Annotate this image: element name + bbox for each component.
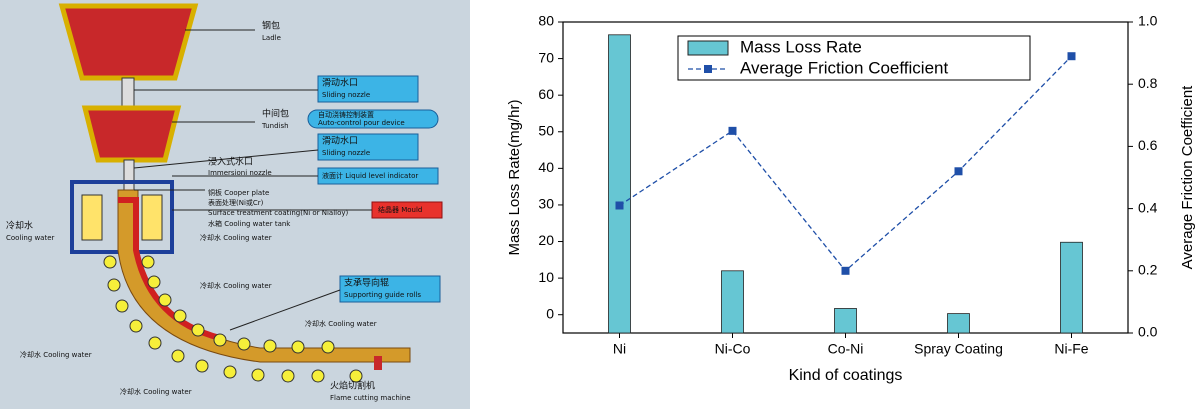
point (1067, 52, 1076, 61)
legend-swatch (687, 40, 729, 56)
y-tick-label: 60 (538, 86, 554, 102)
y2-tick-label: 0.8 (1138, 75, 1158, 91)
label-box (317, 75, 419, 103)
diagram-label: 冷却水 (6, 220, 33, 232)
diagram-label: 铜板 Cooper plate (208, 188, 269, 197)
y2-tick-label: 0.2 (1138, 262, 1158, 278)
bar (947, 313, 970, 334)
point (841, 266, 850, 275)
diagram-label: Immersioni nozzle (208, 169, 272, 177)
x-tick-label: Ni-Fe (1054, 341, 1088, 357)
y-tick-label: 40 (538, 159, 554, 175)
diagram-label: Sliding nozzle (322, 149, 370, 157)
diagram-label: 滑动水口 (322, 135, 358, 147)
water-tank (141, 194, 163, 241)
y2-tick-label: 0.6 (1138, 137, 1158, 153)
bar (721, 270, 744, 334)
diagram-label: 中间包 (262, 108, 289, 120)
diagram-label: Auto-control pour device (318, 119, 405, 127)
label-box (339, 275, 441, 303)
leader-lines (133, 29, 372, 331)
diagram: 钢包 Ladle 滑动水口 Sliding nozzle 中间包 Tundish… (0, 0, 470, 409)
diagram-label: 液面计 Liquid level indicator (322, 171, 418, 180)
tundish (81, 105, 182, 163)
legend-frame (677, 35, 1031, 81)
diagram-label: Supporting guide rolls (344, 291, 421, 299)
water-tank (81, 194, 103, 241)
diagram-label: 钢包 (262, 20, 280, 32)
x-axis-title: Kind of coatings (789, 367, 903, 384)
rolls (103, 255, 363, 383)
x-tick-label: Spray Coating (914, 341, 1003, 357)
label-box (307, 109, 439, 129)
y2-tick-label: 0.0 (1138, 324, 1158, 340)
point (615, 201, 624, 210)
y-tick-label: 0 (546, 305, 554, 321)
cutter (374, 356, 382, 370)
x-tick-label: Ni-Co (715, 341, 751, 357)
y-axis-title: Mass Loss Rate(mg/hr) (506, 100, 523, 256)
bar (1060, 241, 1083, 334)
diagram-label: Sliding nozzle (322, 91, 370, 99)
y2-axis-title: Average Friction Coefficient (1179, 85, 1196, 270)
legend-label: Average Friction Coefficient (740, 58, 948, 77)
y2-tick-label: 1.0 (1138, 13, 1158, 29)
diagram-label: 冷却水 Cooling water (20, 350, 92, 359)
diagram-label: Flame cutting machine (330, 394, 411, 402)
diagram-label: Tundish (261, 122, 289, 130)
diagram-label: 冷却水 Cooling water (200, 281, 272, 290)
point (954, 167, 963, 176)
y-tick-label: 80 (538, 13, 554, 29)
diagram-label: 冷却水 Cooling water (200, 233, 272, 242)
diagram-label: 表面处理(Ni或Cr) (208, 198, 264, 207)
y-tick-label: 50 (538, 122, 554, 138)
bar (608, 34, 631, 334)
diagram-label: 冷却水 Cooling water (120, 387, 192, 396)
diagram-label: 结晶器 Mould (378, 205, 422, 214)
diagram-label: Cooling water (6, 234, 55, 242)
diagram-label: 火焰切割机 (330, 380, 375, 392)
diagram-label: 水箱 Cooling water tank (208, 219, 291, 228)
y-tick-label: 70 (538, 49, 554, 65)
legend-swatch (704, 65, 712, 73)
ladle (58, 3, 199, 81)
y-tick-label: 20 (538, 232, 554, 248)
line (619, 55, 1072, 272)
point (728, 126, 737, 135)
label-box (317, 133, 419, 161)
diagram-label: Ladle (262, 34, 281, 42)
x-tick-label: Co-Ni (828, 341, 864, 357)
bar (834, 308, 857, 334)
chart: 0 10 20 30 40 50 60 70 80 0.0 0.2 0.4 0.6 0.8 1.0 Ni Ni-… (506, 13, 1196, 385)
legend-label: Mass Loss Rate (740, 37, 862, 56)
diagram-label: Surface treatment coating(Ni or Nialloy) (208, 209, 349, 217)
diagram-label: 浸入式水口 (208, 156, 253, 168)
diagram-label: 自动浇铸控制装置 (318, 110, 374, 119)
diagram-label: 滑动水口 (322, 77, 358, 89)
y2-tick-label: 0.4 (1138, 199, 1158, 215)
diagram-label: 支承导向辊 (344, 277, 389, 289)
diagram-label: 冷却水 Cooling water (305, 319, 377, 328)
y-tick-label: 30 (538, 196, 554, 212)
y-tick-label: 10 (538, 269, 554, 285)
x-tick-label: Ni (613, 341, 626, 357)
